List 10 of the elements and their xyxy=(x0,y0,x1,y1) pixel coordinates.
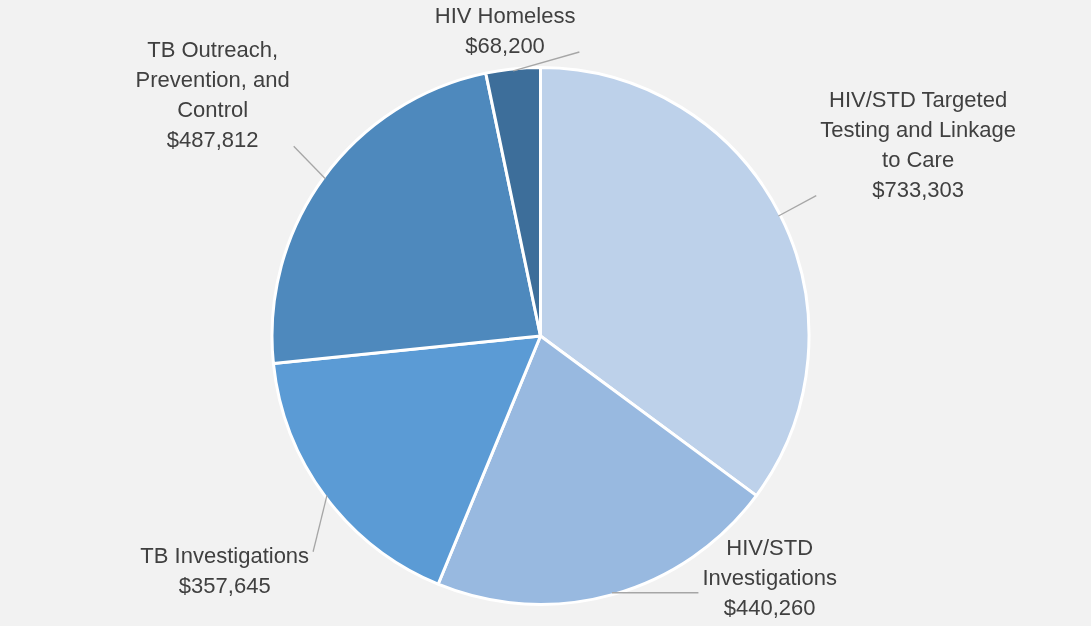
data-label: $357,645 xyxy=(178,572,271,598)
data-label: $487,812 xyxy=(166,127,259,153)
slice-label: TB Investigations xyxy=(140,542,310,568)
slice-label: HIV/STD Targeted Testing and Linkage to Care xyxy=(820,86,1016,172)
slice-label: TB Outreach, Prevention, and Control xyxy=(135,37,290,123)
slice-label: HIV Homeless xyxy=(434,3,576,29)
data-label: $440,260 xyxy=(723,595,816,621)
data-label: $68,200 xyxy=(465,33,545,59)
slice-label: HIV/STD Investigations xyxy=(702,535,837,591)
data-label: $733,303 xyxy=(872,176,964,202)
